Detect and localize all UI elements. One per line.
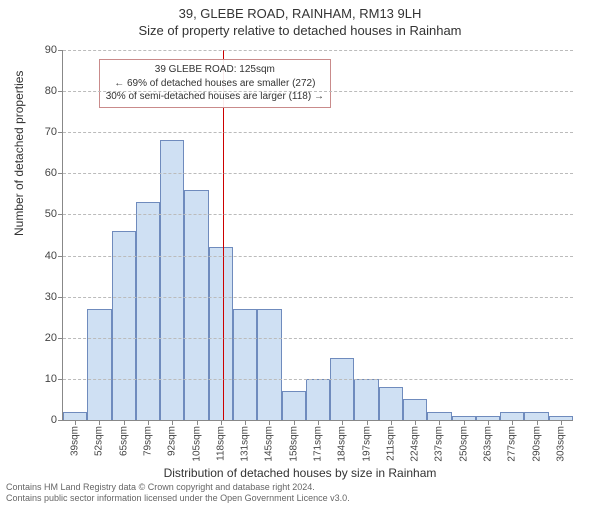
bar [524,412,548,420]
xtick-mark [537,420,538,425]
gridline [63,50,573,51]
bar [403,399,427,420]
bar [282,391,306,420]
bar [136,202,160,420]
annotation-line-1: 39 GLEBE ROAD: 125sqm [106,63,324,77]
xtick-mark [512,420,513,425]
xtick-mark [172,420,173,425]
gridline [63,173,573,174]
gridline [63,214,573,215]
bar [112,231,136,420]
gridline [63,297,573,298]
annotation-line-3: 30% of semi-detached houses are larger (… [106,90,324,104]
xtick-label: 237sqm [434,426,445,462]
gridline [63,379,573,380]
xtick-mark [561,420,562,425]
annotation-line-2: ← 69% of detached houses are smaller (27… [106,77,324,91]
xtick-mark [391,420,392,425]
xtick-mark [269,420,270,425]
xtick-label: 184sqm [337,426,348,462]
xtick-mark [294,420,295,425]
xtick-label: 263sqm [483,426,494,462]
xtick-mark [367,420,368,425]
xtick-label: 277sqm [507,426,518,462]
xtick-label: 171sqm [313,426,324,462]
bar [306,379,330,420]
xtick-mark [124,420,125,425]
gridline [63,91,573,92]
x-axis-label: Distribution of detached houses by size … [0,466,600,480]
xtick-label: 79sqm [143,426,154,456]
xtick-mark [99,420,100,425]
xtick-mark [439,420,440,425]
xtick-mark [342,420,343,425]
xtick-mark [415,420,416,425]
ytick-label: 0 [51,414,63,426]
ytick-label: 70 [45,126,63,138]
bar [379,387,403,420]
bar [427,412,451,420]
xtick-label: 39sqm [70,426,81,456]
xtick-label: 211sqm [385,426,396,461]
ytick-label: 10 [45,373,63,385]
xtick-label: 290sqm [531,426,542,462]
page-title-subtitle: Size of property relative to detached ho… [0,23,600,38]
xtick-label: 145sqm [264,426,275,462]
xtick-label: 105sqm [191,426,202,462]
ytick-label: 40 [45,250,63,262]
xtick-mark [318,420,319,425]
gridline [63,132,573,133]
xtick-label: 197sqm [361,426,372,462]
gridline [63,256,573,257]
y-axis-label: Number of detached properties [12,71,26,236]
xtick-label: 52sqm [94,426,105,456]
ytick-label: 30 [45,291,63,303]
bar [233,309,257,420]
xtick-mark [245,420,246,425]
ytick-label: 50 [45,208,63,220]
xtick-label: 158sqm [288,426,299,462]
gridline [63,338,573,339]
histogram-chart: 39 GLEBE ROAD: 125sqm ← 69% of detached … [62,50,573,421]
xtick-mark [488,420,489,425]
annotation-box: 39 GLEBE ROAD: 125sqm ← 69% of detached … [99,59,331,108]
xtick-label: 224sqm [410,426,421,462]
bar [354,379,378,420]
xtick-mark [464,420,465,425]
bar [257,309,281,420]
xtick-label: 118sqm [215,426,226,461]
footer-line-2: Contains public sector information licen… [6,493,350,504]
xtick-mark [221,420,222,425]
page-title-address: 39, GLEBE ROAD, RAINHAM, RM13 9LH [0,6,600,21]
xtick-label: 92sqm [167,426,178,456]
bar [184,190,208,420]
ytick-label: 80 [45,85,63,97]
bar [330,358,354,420]
footer-line-1: Contains HM Land Registry data © Crown c… [6,482,350,493]
xtick-label: 250sqm [458,426,469,462]
xtick-label: 131sqm [240,426,251,462]
ytick-label: 60 [45,167,63,179]
bar [87,309,111,420]
xtick-mark [75,420,76,425]
bar [500,412,524,420]
bar [63,412,87,420]
bar [209,247,233,420]
xtick-mark [148,420,149,425]
xtick-mark [197,420,198,425]
xtick-label: 303sqm [555,426,566,462]
ytick-label: 20 [45,332,63,344]
xtick-label: 65sqm [118,426,129,456]
footer-attribution: Contains HM Land Registry data © Crown c… [6,482,350,504]
ytick-label: 90 [45,44,63,56]
